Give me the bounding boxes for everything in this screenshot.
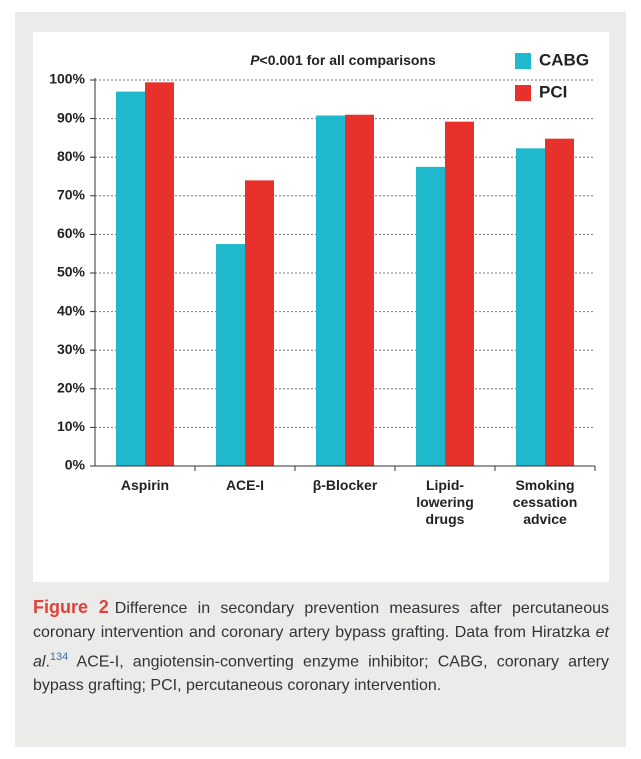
- bar: [345, 114, 374, 467]
- legend-swatch: [515, 53, 531, 69]
- y-tick-label: 80%: [57, 148, 86, 164]
- caption-italic: et al: [33, 624, 609, 671]
- y-tick-label: 30%: [57, 341, 86, 357]
- y-tick-label: 10%: [57, 418, 86, 434]
- y-tick-label: 20%: [57, 380, 86, 396]
- caption-ref: 134: [49, 651, 69, 663]
- legend-swatch: [515, 85, 531, 101]
- x-tick-label: Lipid-lowering drugs: [416, 477, 474, 527]
- bar: [516, 148, 545, 466]
- bar: [445, 121, 474, 467]
- x-tick-label: Smoking cessation advice: [513, 477, 578, 527]
- y-tick-label: 60%: [57, 225, 86, 241]
- x-tick-label: β-Blocker: [313, 477, 378, 493]
- caption-text: Difference in secondary prevention measu…: [33, 600, 609, 641]
- bar: [145, 82, 174, 467]
- annotation-italic: P: [250, 52, 260, 68]
- figure-panel: P<0.001 for all comparisons 0% 10% 20% 30% 4…: [15, 12, 626, 747]
- caption-text: .: [45, 653, 50, 671]
- bar: [545, 138, 574, 466]
- y-tick-label: 0%: [65, 457, 86, 473]
- x-tick-label: Aspirin: [121, 477, 169, 493]
- y-tick-label: 90%: [57, 109, 86, 125]
- bar: [245, 180, 274, 467]
- caption-label: Figure 2: [33, 597, 109, 617]
- caption: Figure 2 Difference in secondary preventi…: [33, 595, 609, 698]
- x-tick-label: ACE-I: [226, 477, 264, 493]
- chart: P<0.001 for all comparisons 0% 10% 20% 30% 4…: [49, 50, 596, 527]
- legend-label: CABG: [539, 50, 589, 69]
- bar: [116, 91, 145, 466]
- annotation: P<0.001 for all comparisons: [250, 52, 436, 68]
- y-tick-label: 40%: [57, 302, 86, 318]
- bar: [416, 166, 445, 466]
- y-tick-label: 100%: [49, 71, 85, 87]
- annotation-text: <0.001 for all comparisons: [260, 52, 436, 68]
- legend-label: PCI: [539, 82, 567, 101]
- y-tick-label: 50%: [57, 264, 86, 280]
- bar: [316, 115, 345, 467]
- y-tick-label: 70%: [57, 187, 86, 203]
- caption-text: ACE-I, angiotensin-converting enzyme inh…: [33, 653, 609, 695]
- bar: [216, 244, 245, 466]
- chart-box: P<0.001 for all comparisons 0% 10% 20% 30% 4…: [33, 32, 609, 582]
